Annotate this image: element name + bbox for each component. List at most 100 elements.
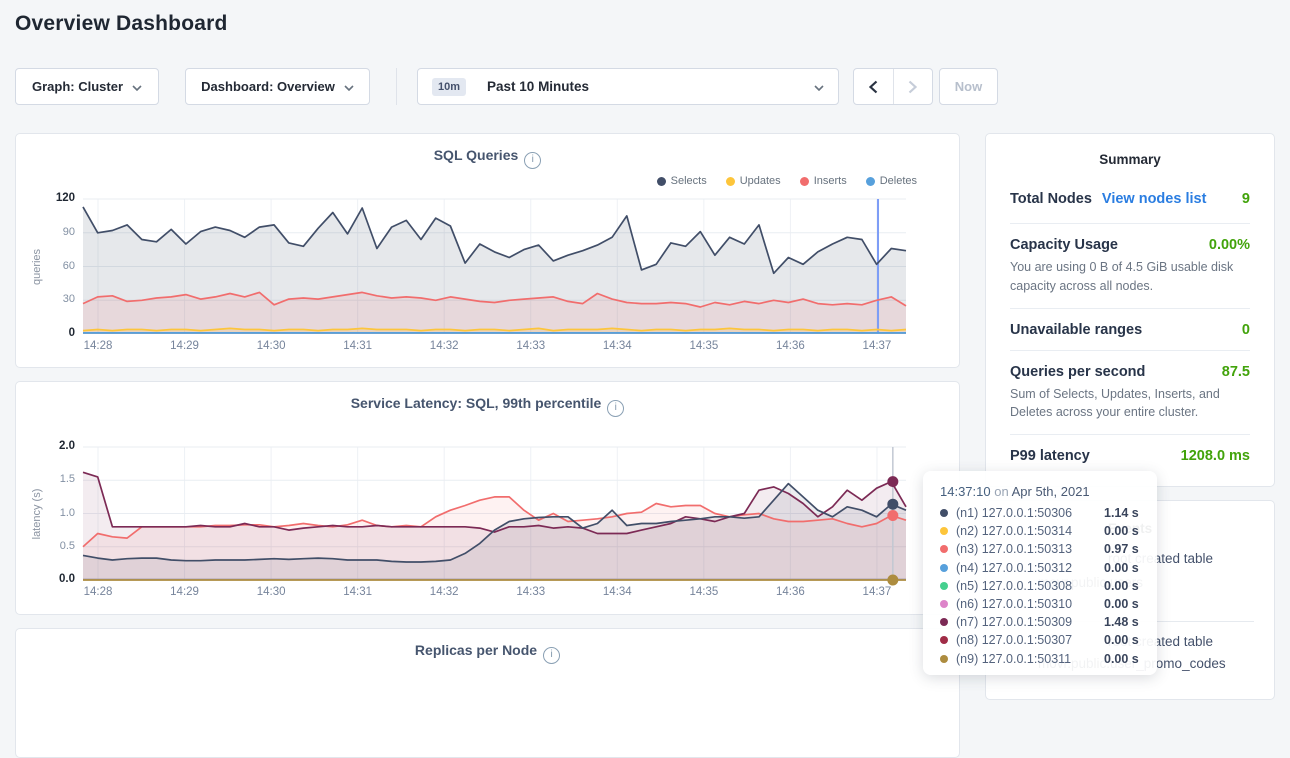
- node-color-dot-icon: [940, 600, 948, 609]
- time-range-badge: 10m: [432, 77, 467, 96]
- info-icon[interactable]: i: [543, 647, 561, 664]
- chevron-down-icon: [132, 79, 142, 94]
- summary-row: Unavailable ranges 0: [1010, 307, 1250, 350]
- sql-queries-chart-card: SQL Queries i Selects Updates Inserts Delete…: [15, 133, 960, 368]
- service-latency-chart-card: Service Latency: SQL, 99th percentile i l…: [15, 381, 960, 615]
- info-icon[interactable]: i: [524, 152, 542, 169]
- dashboard-dropdown[interactable]: Dashboard: Overview: [185, 68, 370, 105]
- legend-label: Deletes: [879, 175, 917, 187]
- time-next-button[interactable]: [894, 69, 933, 104]
- tooltip-node-row: (n3) 127.0.0.1:50313 0.97 s: [940, 540, 1157, 558]
- summary-row-label: Queries per second: [1010, 363, 1146, 380]
- latency-chart-plot[interactable]: latency (s) 0.0 0.5 1.0 1.5 2.0 14:28 14:29 14:…: [31, 440, 907, 598]
- x-tick-label: 14:37: [862, 340, 892, 352]
- x-tick-label: 14:28: [83, 340, 113, 352]
- page-title: Overview Dashboard: [15, 12, 228, 35]
- summary-row-label: Total Nodes: [1010, 191, 1092, 207]
- tooltip-node-value: 0.00 s: [1104, 651, 1139, 666]
- y-tick-label: 1.5: [59, 473, 75, 486]
- time-range-dropdown[interactable]: 10m Past 10 Minutes: [417, 68, 839, 105]
- x-tick-label: 14:33: [516, 340, 546, 352]
- tooltip-node-value: 0.97 s: [1104, 542, 1139, 557]
- summary-panel: Summary Total Nodes View nodes list 9 Capac…: [985, 133, 1275, 487]
- info-icon[interactable]: i: [607, 400, 625, 417]
- tooltip-node-value: 0.00 s: [1104, 578, 1139, 593]
- time-range-label: Past 10 Minutes: [487, 79, 590, 94]
- x-tick-label: 14:31: [343, 340, 373, 352]
- summary-row-description: You are using 0 B of 4.5 GiB usable disk…: [1010, 260, 1234, 293]
- x-tick-label: 14:28: [83, 586, 113, 598]
- node-color-dot-icon: [940, 527, 948, 536]
- time-prev-button[interactable]: [854, 69, 894, 104]
- tooltip-node-row: (n7) 127.0.0.1:50309 1.48 s: [940, 613, 1157, 631]
- tooltip-node-name: (n8) 127.0.0.1:50307: [956, 633, 1073, 648]
- x-tick-label: 14:36: [776, 586, 805, 598]
- tooltip-node-row: (n4) 127.0.0.1:50312 0.00 s: [940, 559, 1157, 577]
- x-tick-label: 14:35: [689, 340, 719, 352]
- x-tick-label: 14:29: [170, 586, 199, 598]
- x-tick-label: 14:35: [689, 586, 719, 598]
- node-color-dot-icon: [940, 654, 948, 663]
- y-tick-label: 60: [62, 259, 75, 272]
- tooltip-node-row: (n2) 127.0.0.1:50314 0.00 s: [940, 522, 1157, 540]
- chart-legend: Selects Updates Inserts Deletes: [656, 175, 917, 187]
- y-tick-label: 90: [62, 225, 75, 238]
- tooltip-node-row: (n8) 127.0.0.1:50307 0.00 s: [940, 631, 1157, 649]
- summary-title: Summary: [1099, 152, 1161, 167]
- tooltip-node-name: (n9) 127.0.0.1:50311: [956, 651, 1072, 666]
- x-tick-label: 14:37: [862, 586, 892, 598]
- legend-item[interactable]: Deletes: [865, 175, 917, 187]
- legend-item[interactable]: Inserts: [799, 175, 847, 187]
- time-step-buttons: [853, 68, 933, 105]
- y-tick-label: 0.0: [59, 573, 75, 585]
- legend-label: Selects: [670, 175, 707, 187]
- chevron-down-icon: [814, 79, 824, 94]
- legend-item[interactable]: Updates: [725, 175, 781, 187]
- node-color-dot-icon: [940, 636, 948, 645]
- tooltip-node-name: (n3) 127.0.0.1:50313: [956, 542, 1073, 557]
- legend-item[interactable]: Selects: [656, 175, 707, 187]
- tooltip-node-name: (n1) 127.0.0.1:50306: [956, 506, 1073, 521]
- node-color-dot-icon: [940, 509, 948, 518]
- y-tick-label: 0: [68, 327, 75, 339]
- summary-row-label: Unavailable ranges: [1010, 321, 1143, 338]
- y-tick-label: 120: [55, 192, 75, 204]
- tooltip-node-row: (n9) 127.0.0.1:50311 0.00 s: [940, 650, 1157, 668]
- view-nodes-list-link[interactable]: View nodes list: [1101, 191, 1207, 207]
- summary-row: Capacity Usage 0.00% You are using 0 B of …: [1010, 223, 1250, 308]
- summary-row: Queries per second 87.5 Sum of Selects, Up…: [1010, 349, 1250, 435]
- y-tick-label: 0.5: [59, 539, 75, 552]
- x-tick-label: 14:34: [602, 586, 632, 598]
- summary-row-value: 87.5: [1221, 363, 1250, 380]
- chart-title: Service Latency: SQL, 99th percentile i: [16, 395, 959, 417]
- node-color-dot-icon: [940, 618, 948, 627]
- node-color-dot-icon: [940, 563, 948, 572]
- tooltip-timestamp: 14:37:10 on Apr 5th, 2021: [940, 484, 1157, 499]
- node-color-dot-icon: [940, 545, 948, 554]
- tooltip-node-row: (n6) 127.0.0.1:50310 0.00 s: [940, 595, 1157, 613]
- tooltip-node-row: (n5) 127.0.0.1:50308 0.00 s: [940, 577, 1157, 595]
- now-button[interactable]: Now: [939, 68, 998, 105]
- summary-row-value: 1208.0 ms: [1180, 448, 1250, 464]
- chart-title: Replicas per Node i: [16, 642, 959, 664]
- x-tick-label: 14:30: [256, 586, 286, 598]
- legend-dot-icon: [799, 176, 809, 186]
- tooltip-node-value: 0.00 s: [1104, 633, 1139, 648]
- chart-hover-tooltip: 14:37:10 on Apr 5th, 2021 (n1) 127.0.0.1…: [923, 471, 1157, 675]
- tooltip-node-value: 0.00 s: [1104, 560, 1139, 575]
- legend-dot-icon: [865, 176, 875, 186]
- tooltip-node-name: (n4) 127.0.0.1:50312: [956, 560, 1073, 575]
- tooltip-node-name: (n7) 127.0.0.1:50309: [956, 615, 1073, 630]
- x-tick-label: 14:30: [256, 340, 286, 352]
- summary-row-label: P99 latency: [1010, 448, 1090, 464]
- graph-dropdown[interactable]: Graph: Cluster: [15, 68, 159, 105]
- chart-title: SQL Queries i: [16, 147, 959, 169]
- summary-row-label: Capacity Usage: [1010, 237, 1118, 253]
- x-tick-label: 14:31: [343, 586, 373, 598]
- chart-canvas: [82, 198, 907, 334]
- tooltip-node-value: 1.48 s: [1104, 615, 1139, 630]
- y-tick-label: 2.0: [59, 440, 75, 452]
- sql-chart-plot[interactable]: queries 0 30 60 90 120 14:28 14:29 14:30 14:31 14…: [31, 192, 907, 352]
- summary-row-value: 9: [1241, 191, 1250, 207]
- tooltip-on-word: on: [994, 484, 1009, 499]
